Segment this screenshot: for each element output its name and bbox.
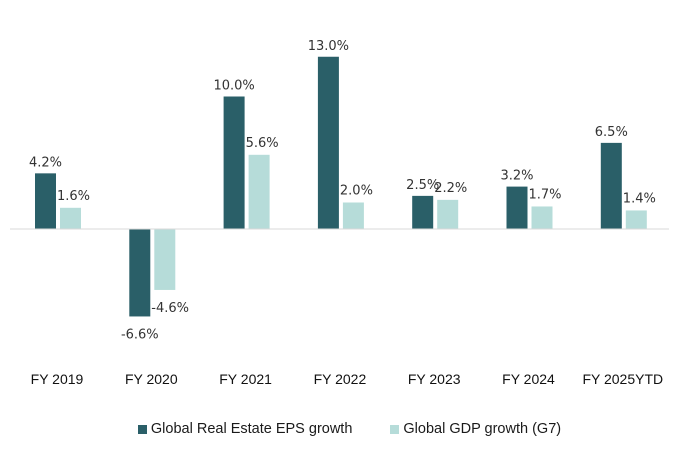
bar-gdp-fy-2022 (342, 202, 364, 229)
value-label-eps-fy-2022: 13.0% (308, 39, 349, 54)
bar-eps-fy-2022 (317, 56, 339, 229)
x-tick-label: FY 2020 (125, 371, 178, 387)
bar-gdp-fy-2024 (531, 206, 553, 229)
value-label-gdp-fy-2025ytd: 1.4% (623, 191, 656, 206)
x-tick-label: FY 2019 (31, 371, 84, 387)
value-label-eps-fy-2023: 2.5% (406, 178, 439, 193)
value-labels-layer: 4.2% 1.6% -6.6% -4.6% 10.0% 5.6% 13.0% 2.0% 2.5%… (29, 39, 656, 343)
value-label-eps-fy-2021: 10.0% (213, 79, 254, 94)
x-tick-label: FY 2024 (502, 371, 555, 387)
legend-swatch-gdp (390, 424, 400, 434)
legend-label-gdp: Global GDP growth (G7) (403, 421, 562, 437)
bar-eps-fy-2024 (506, 186, 528, 229)
value-label-gdp-fy-2020: -4.6% (151, 301, 189, 316)
value-label-eps-fy-2020: -6.6% (121, 327, 159, 342)
value-label-gdp-fy-2022: 2.0% (340, 184, 373, 199)
bar-gdp-fy-2019 (60, 207, 81, 229)
x-tick-label: FY 2022 (314, 371, 367, 387)
legend-swatch-eps (137, 424, 147, 434)
legend-label-eps: Global Real Estate EPS growth (150, 421, 353, 437)
x-tick-label: FY 2021 (219, 371, 272, 387)
value-label-gdp-fy-2019: 1.6% (57, 189, 90, 204)
value-label-gdp-fy-2024: 1.7% (529, 187, 562, 202)
bar-eps-fy-2020 (129, 229, 151, 317)
legend-item-eps[interactable]: Global Real Estate EPS growth (137, 421, 353, 437)
x-tick-label: FY 2025YTD (582, 371, 663, 387)
bar-eps-fy-2019 (35, 173, 56, 229)
x-tick-label: FY 2023 (408, 371, 461, 387)
category-labels-layer: FY 2019 FY 2020 FY 2021 FY 2022 FY 2023 FY 20… (31, 371, 663, 387)
bar-eps-fy-2023 (412, 195, 434, 229)
bars-layer (35, 56, 647, 317)
value-label-eps-fy-2025ytd: 6.5% (595, 125, 628, 140)
value-label-gdp-fy-2023: 2.2% (434, 181, 467, 196)
value-label-eps-fy-2024: 3.2% (500, 169, 533, 184)
legend: Global Real Estate EPS growth Global GDP… (0, 421, 689, 437)
bar-gdp-fy-2025ytd (625, 210, 647, 229)
bar-gdp-fy-2020 (154, 229, 176, 290)
bar-eps-fy-2021 (223, 96, 245, 229)
legend-item-gdp[interactable]: Global GDP growth (G7) (390, 421, 561, 437)
bar-eps-fy-2025ytd (600, 142, 622, 229)
bar-gdp-fy-2023 (437, 199, 459, 229)
bar-gdp-fy-2021 (248, 154, 270, 229)
value-label-gdp-fy-2021: 5.6% (246, 136, 279, 151)
value-label-eps-fy-2019: 4.2% (29, 155, 62, 170)
